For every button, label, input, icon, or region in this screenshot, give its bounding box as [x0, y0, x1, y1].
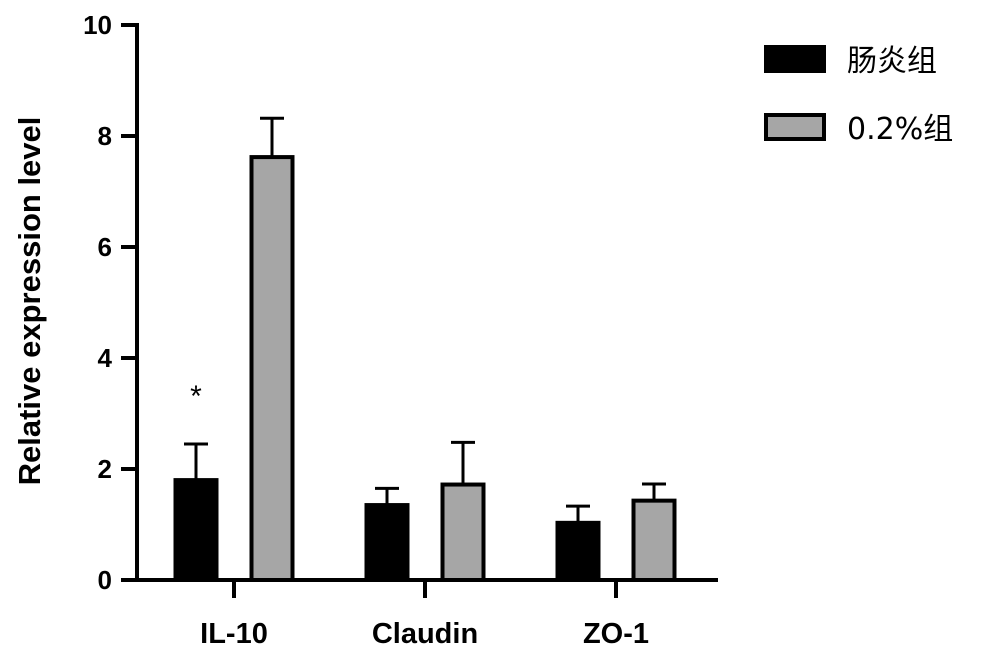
bar-Claudin-1 — [443, 485, 484, 580]
x-axis: IL-10 Claudin ZO-1 — [135, 580, 718, 650]
bar-IL-10-0 — [176, 480, 217, 580]
y-axis-title: Relative expression level — [12, 117, 47, 486]
y-tick-label: 4 — [98, 343, 113, 373]
legend-label: 肠炎组 — [847, 44, 937, 79]
bar-Claudin-0 — [367, 505, 408, 580]
bar-IL-10-1 — [252, 157, 293, 580]
y-tick-label: 6 — [98, 232, 112, 262]
y-tick-label: 2 — [98, 454, 112, 484]
y-tick-label: 10 — [83, 10, 112, 40]
legend-label: 0.2%组 — [847, 112, 953, 147]
y-tick-label: 0 — [98, 565, 112, 595]
x-ticks: IL-10 Claudin ZO-1 — [200, 580, 649, 650]
significance-marker: * — [190, 380, 202, 413]
legend-swatch — [766, 115, 824, 139]
y-axis: 0 2 4 6 8 10 — [83, 10, 137, 595]
bars: * — [176, 118, 675, 580]
x-tick-label: IL-10 — [200, 618, 268, 650]
y-tick-label: 8 — [98, 121, 112, 151]
y-ticks: 0 2 4 6 8 10 — [83, 10, 137, 595]
bar-ZO-1-0 — [558, 523, 599, 580]
x-tick-label: ZO-1 — [583, 618, 649, 650]
bar-ZO-1-1 — [634, 501, 675, 580]
x-tick-label: Claudin — [372, 618, 478, 650]
legend: 肠炎组 0.2%组 — [766, 44, 953, 147]
legend-swatch — [766, 47, 824, 71]
